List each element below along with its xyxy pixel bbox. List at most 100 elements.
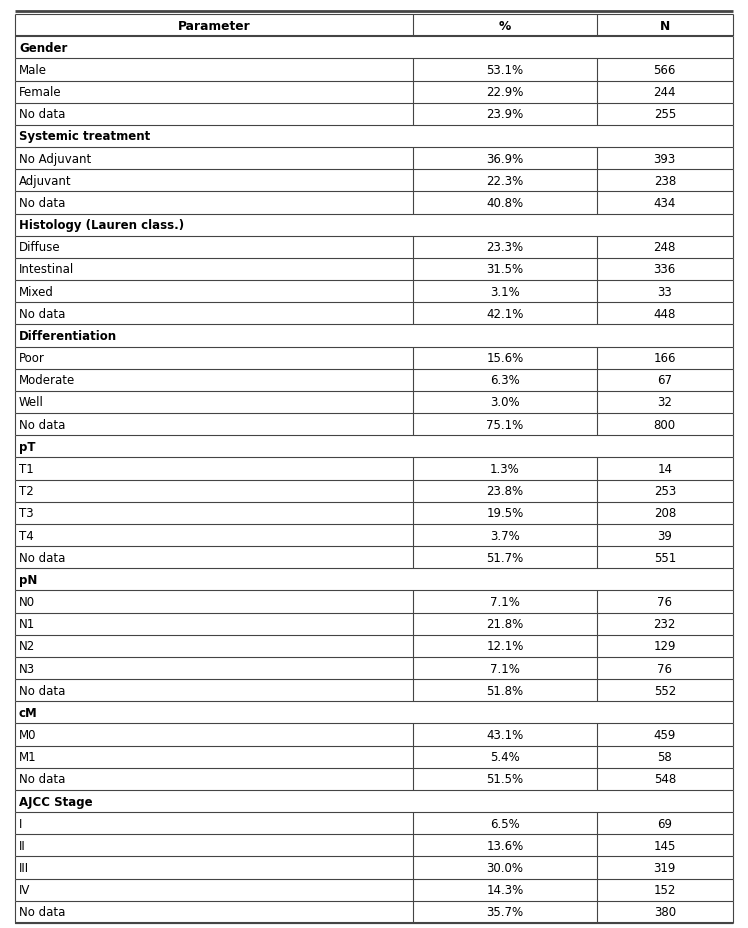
Text: No data: No data [19,307,65,320]
Text: 336: 336 [654,264,676,277]
Text: 69: 69 [657,817,672,830]
Text: Histology (Lauren class.): Histology (Lauren class.) [19,219,184,232]
Text: 14: 14 [657,462,672,475]
Text: 1.3%: 1.3% [490,462,520,475]
Text: 208: 208 [654,507,676,520]
Text: 7.1%: 7.1% [490,596,520,609]
Text: N3: N3 [19,662,35,675]
Text: 566: 566 [654,64,676,77]
Text: 15.6%: 15.6% [486,352,524,365]
Text: 42.1%: 42.1% [486,307,524,320]
Text: 3.1%: 3.1% [490,285,520,298]
Text: 551: 551 [654,551,676,564]
Text: 13.6%: 13.6% [486,839,524,852]
Text: 248: 248 [654,241,676,254]
Text: Well: Well [19,396,44,409]
Text: N: N [660,19,670,32]
Text: N1: N1 [19,617,35,630]
Text: 548: 548 [654,772,676,785]
Text: 238: 238 [654,174,676,187]
Text: No data: No data [19,551,65,564]
Text: Mixed: Mixed [19,285,54,298]
Text: 67: 67 [657,374,672,387]
Text: 32: 32 [657,396,672,409]
Text: 129: 129 [654,639,676,652]
Text: IV: IV [19,883,31,896]
Text: 75.1%: 75.1% [486,419,524,432]
Text: 319: 319 [654,861,676,874]
Text: 51.7%: 51.7% [486,551,524,564]
Text: 232: 232 [654,617,676,630]
Text: Female: Female [19,86,61,99]
Text: 145: 145 [654,839,676,852]
Text: Differentiation: Differentiation [19,329,117,342]
Text: N0: N0 [19,596,35,609]
Text: pN: pN [19,574,37,586]
Text: 76: 76 [657,596,672,609]
Text: 53.1%: 53.1% [486,64,524,77]
Text: Poor: Poor [19,352,45,365]
Text: 31.5%: 31.5% [486,264,524,277]
Text: AJCC Stage: AJCC Stage [19,794,93,807]
Text: T1: T1 [19,462,34,475]
Text: 23.9%: 23.9% [486,109,524,122]
Text: 255: 255 [654,109,676,122]
Text: N2: N2 [19,639,35,652]
Text: No data: No data [19,906,65,919]
Text: 12.1%: 12.1% [486,639,524,652]
Text: II: II [19,839,25,852]
Text: T3: T3 [19,507,34,520]
Text: III: III [19,861,29,874]
Text: 35.7%: 35.7% [486,906,524,919]
Text: Male: Male [19,64,47,77]
Text: 76: 76 [657,662,672,675]
Text: Parameter: Parameter [178,19,251,32]
Text: 39: 39 [657,529,672,542]
Text: Gender: Gender [19,42,67,55]
Text: No data: No data [19,684,65,697]
Text: 152: 152 [654,883,676,896]
Text: Diffuse: Diffuse [19,241,61,254]
Text: Moderate: Moderate [19,374,76,387]
Text: 3.7%: 3.7% [490,529,520,542]
Text: 552: 552 [654,684,676,697]
Text: pT: pT [19,441,35,454]
Text: 166: 166 [654,352,676,365]
Text: 51.5%: 51.5% [486,772,524,785]
Text: Adjuvant: Adjuvant [19,174,72,187]
Text: 14.3%: 14.3% [486,883,524,896]
Text: Intestinal: Intestinal [19,264,74,277]
Text: 380: 380 [654,906,676,919]
Text: T2: T2 [19,484,34,497]
Text: 448: 448 [654,307,676,320]
Text: 22.3%: 22.3% [486,174,524,187]
Text: No data: No data [19,109,65,122]
Text: 36.9%: 36.9% [486,152,524,165]
Text: 43.1%: 43.1% [486,728,524,741]
Text: 21.8%: 21.8% [486,617,524,630]
Text: 3.0%: 3.0% [490,396,520,409]
Text: %: % [499,19,511,32]
Text: 459: 459 [654,728,676,741]
Text: No data: No data [19,197,65,210]
Text: M0: M0 [19,728,37,741]
Text: 40.8%: 40.8% [486,197,524,210]
Text: 23.8%: 23.8% [486,484,524,497]
Text: 6.3%: 6.3% [490,374,520,387]
Text: Systemic treatment: Systemic treatment [19,130,150,143]
Text: M1: M1 [19,751,37,764]
Text: 393: 393 [654,152,676,165]
Text: 30.0%: 30.0% [486,861,524,874]
Text: 19.5%: 19.5% [486,507,524,520]
Text: 7.1%: 7.1% [490,662,520,675]
Text: 253: 253 [654,484,676,497]
Text: cM: cM [19,706,37,719]
Text: 23.3%: 23.3% [486,241,524,254]
Text: 58: 58 [657,751,672,764]
Text: I: I [19,817,22,830]
Text: 434: 434 [654,197,676,210]
Text: T4: T4 [19,529,34,542]
Text: No data: No data [19,772,65,785]
Text: 244: 244 [654,86,676,99]
Text: 22.9%: 22.9% [486,86,524,99]
